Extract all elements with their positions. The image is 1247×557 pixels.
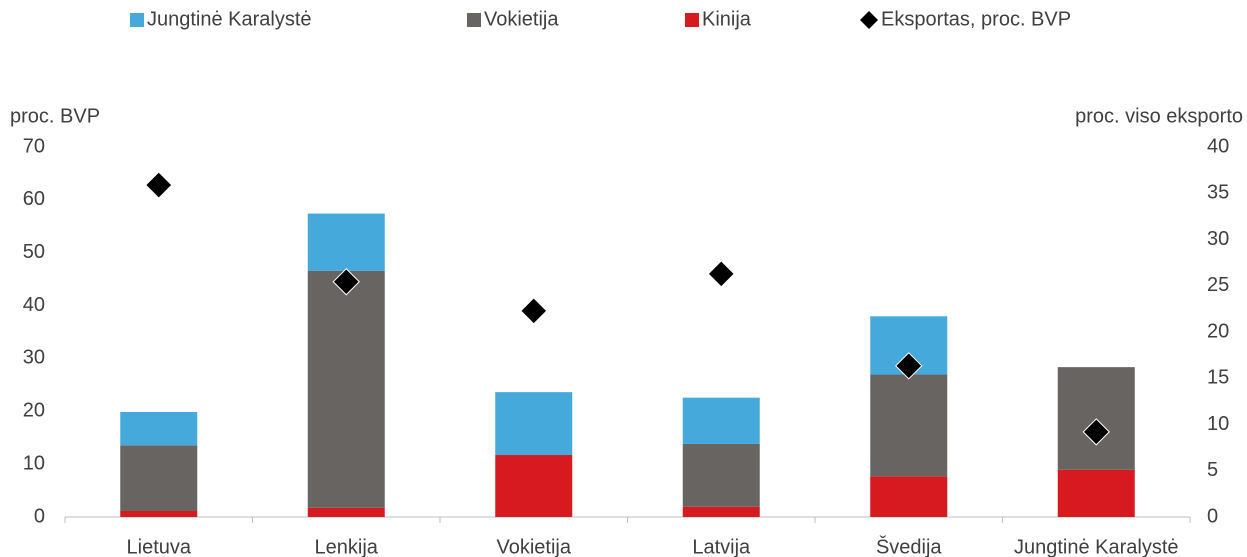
legend-marker (467, 13, 481, 27)
bar-segment (682, 443, 760, 507)
bar-segment (307, 507, 385, 517)
bar-segment (120, 510, 198, 517)
bar-segment (682, 397, 760, 444)
y-axis-label: proc. BVP (10, 105, 100, 127)
y2-tick-label: 0 (1207, 505, 1218, 527)
bar-segment (870, 374, 948, 477)
x-tick-label: Jungtinė Karalystė (1014, 536, 1179, 557)
y2-tick-label: 5 (1207, 459, 1218, 481)
x-tick-label: Švedija (876, 535, 942, 557)
y2-tick-label: 35 (1207, 182, 1229, 204)
y2-tick-label: 15 (1207, 367, 1229, 389)
y-tick-label: 30 (23, 347, 45, 369)
y-tick-label: 70 (23, 135, 45, 157)
diamond-marker (332, 268, 360, 296)
y2-tick-label: 25 (1207, 274, 1229, 296)
diamond-marker (707, 260, 735, 288)
diamond-marker (895, 352, 923, 380)
bar-segment (307, 213, 385, 271)
x-tick-label: Lietuva (127, 536, 192, 557)
bar-segment (307, 270, 385, 508)
diamond-marker (145, 171, 173, 199)
y-tick-label: 20 (23, 400, 45, 422)
diamond-marker (520, 297, 548, 325)
x-tick-label: Latvija (692, 536, 751, 557)
bar-segment (870, 476, 948, 517)
bar-segment (1057, 469, 1135, 517)
x-tick-label: Vokietija (497, 536, 572, 557)
y-tick-label: 60 (23, 188, 45, 210)
bar-segment (495, 455, 573, 517)
y2-tick-label: 20 (1207, 320, 1229, 342)
bar-segment (495, 392, 573, 456)
legend-label: Eksportas, proc. BVP (881, 8, 1071, 30)
y-tick-label: 10 (23, 452, 45, 474)
bar-segment (120, 445, 198, 511)
legend-marker (685, 13, 699, 27)
y-tick-label: 40 (23, 294, 45, 316)
y2-tick-label: 10 (1207, 413, 1229, 435)
y-tick-label: 50 (23, 241, 45, 263)
legend-label: Vokietija (484, 8, 559, 30)
legend-marker (860, 11, 878, 29)
legend-label: Kinija (702, 8, 752, 30)
bar-segment (682, 506, 760, 517)
diamond-marker (1082, 418, 1110, 446)
y-tick-label: 0 (34, 505, 45, 527)
x-tick-label: Lenkija (315, 536, 379, 557)
legend-label: Jungtinė Karalystė (147, 8, 312, 30)
legend-marker (130, 13, 144, 27)
y2-tick-label: 30 (1207, 228, 1229, 250)
bar-segment (120, 412, 198, 446)
y2-tick-label: 40 (1207, 135, 1229, 157)
y2-axis-label: proc. viso eksporto (1075, 105, 1243, 127)
